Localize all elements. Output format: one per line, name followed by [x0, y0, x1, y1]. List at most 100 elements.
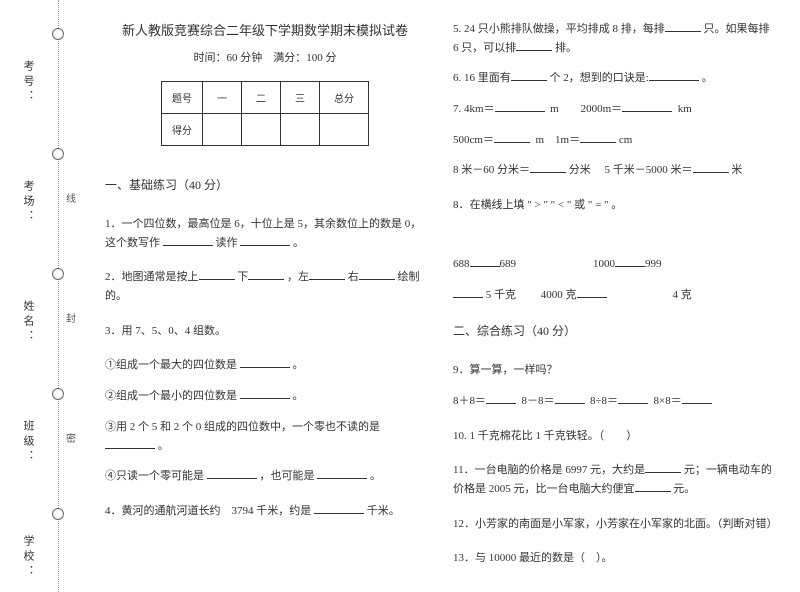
- expr: 8－8＝: [522, 395, 555, 407]
- q1-text-b: 读作: [216, 237, 238, 249]
- binding-dotted-line: [58, 0, 59, 592]
- binding-circle: [52, 388, 64, 400]
- binding-circle: [52, 268, 64, 280]
- q3-4-text-b: ，也可能是: [260, 470, 315, 482]
- fill-blank[interactable]: [635, 480, 671, 492]
- fill-blank[interactable]: [495, 100, 545, 112]
- fill-blank[interactable]: [199, 268, 235, 280]
- fill-blank[interactable]: [105, 437, 155, 449]
- question-9-expr: 8＋8＝ 8－8＝ 8÷8＝ 8×8＝: [453, 392, 775, 411]
- column-right: 5. 24 只小熊排队做操，平均排成 8 排，每排 只。如果每排 6 只，可以排…: [435, 0, 785, 592]
- q2-text-c: ，左: [287, 271, 309, 283]
- fill-blank[interactable]: [622, 100, 672, 112]
- score-header-label: 题号: [162, 82, 203, 114]
- binding-margin: 考号： 考场： 姓名： 班级： 学校： 线 封 密: [0, 0, 80, 592]
- fill-blank[interactable]: [577, 286, 607, 298]
- fill-blank[interactable]: [693, 161, 729, 173]
- expr: 8＋8＝: [453, 395, 486, 407]
- question-7-line2: 500cm＝ m 1m＝ cm: [453, 131, 775, 150]
- fill-blank[interactable]: [665, 20, 701, 32]
- section-heading-1: 一、基础练习（40 分）: [105, 176, 425, 193]
- cmp-val: 999: [645, 258, 662, 270]
- binding-circle: [52, 28, 64, 40]
- binding-char-xian: 线: [66, 190, 76, 205]
- fill-blank[interactable]: [240, 387, 290, 399]
- question-3-3: ③用 2 个 5 和 2 个 0 组成的四位数中，一个零也不读的是 。: [105, 418, 425, 455]
- expr: 8×8＝: [654, 395, 682, 407]
- fill-blank[interactable]: [555, 392, 585, 404]
- question-2: 2．地图通常是按上 下 ，左 右 绘制的。: [105, 268, 425, 305]
- fill-blank[interactable]: [511, 69, 547, 81]
- score-cell: [281, 114, 320, 146]
- q5-text-c: 排。: [555, 42, 577, 54]
- table-row: 题号 一 二 三 总分: [162, 82, 369, 114]
- fill-blank[interactable]: [317, 467, 367, 479]
- question-11: 11．一台电脑的价格是 6997 元，大约是 元；一辆电动车的价格是 2005 …: [453, 461, 775, 498]
- cmp-val: 1000: [593, 258, 615, 270]
- fill-blank[interactable]: [359, 268, 395, 280]
- binding-label-room: 考场：: [20, 180, 36, 225]
- fill-blank[interactable]: [494, 131, 530, 143]
- page-content: 新人教版竞赛综合二年级下学期数学期末模拟试卷 时间：60 分钟 满分：100 分…: [95, 0, 795, 592]
- fill-blank[interactable]: [207, 467, 257, 479]
- fill-blank[interactable]: [530, 161, 566, 173]
- question-9: 9．算一算，一样吗？: [453, 361, 775, 380]
- q11-text-a: 11．一台电脑的价格是 6997 元，大约是: [453, 464, 645, 476]
- fill-blank[interactable]: [314, 502, 364, 514]
- fill-blank[interactable]: [516, 39, 552, 51]
- q7-text-e: 500cm＝: [453, 134, 494, 146]
- period: 。: [293, 237, 304, 249]
- score-value-label: 得分: [162, 114, 203, 146]
- fill-blank[interactable]: [486, 392, 516, 404]
- fill-blank[interactable]: [580, 131, 616, 143]
- q2-text-a: 2．地图通常是按上: [105, 271, 199, 283]
- compare-row-2: 5 千克 4000 克 4 克: [453, 286, 775, 305]
- q3-1-text: ①组成一个最大的四位数是: [105, 359, 237, 371]
- question-3: 3．用 7、5、0、4 组数。: [105, 322, 425, 341]
- fill-blank[interactable]: [649, 69, 699, 81]
- exam-subtitle: 时间：60 分钟 满分：100 分: [105, 49, 425, 65]
- q7-text-h: 8 米－60 分米＝: [453, 164, 530, 176]
- fill-blank[interactable]: [645, 461, 681, 473]
- fill-blank[interactable]: [248, 268, 284, 280]
- question-10: 10. 1 千克棉花比 1 千克铁轻。（ ）: [453, 427, 775, 446]
- fill-blank[interactable]: [470, 255, 500, 267]
- q7-text-f: m 1m＝: [535, 134, 580, 146]
- fill-blank[interactable]: [309, 268, 345, 280]
- q7-text-i: 分米: [569, 164, 591, 176]
- period: 。: [158, 440, 169, 452]
- fill-blank[interactable]: [615, 255, 645, 267]
- cmp-val: 5 千克: [486, 289, 516, 301]
- fill-blank[interactable]: [618, 392, 648, 404]
- fill-blank[interactable]: [240, 356, 290, 368]
- q3-3-text: ③用 2 个 5 和 2 个 0 组成的四位数中，一个零也不读的是: [105, 421, 380, 433]
- expr: 8÷8＝: [590, 395, 618, 407]
- q7-text-d: km: [678, 103, 692, 115]
- fill-blank[interactable]: [453, 286, 483, 298]
- question-5: 5. 24 只小熊排队做操，平均排成 8 排，每排 只。如果每排 6 只，可以排…: [453, 20, 775, 57]
- q6-text-a: 6. 16 里面有: [453, 72, 511, 84]
- question-3-4: ④只读一个零可能是 ，也可能是 。: [105, 467, 425, 486]
- q7-text-j: 5 千米－5000 米＝: [605, 164, 693, 176]
- table-row: 得分: [162, 114, 369, 146]
- q6-text-b: 个 2，想到的口诀是:: [550, 72, 649, 84]
- score-cell: [320, 114, 369, 146]
- q7-text-c: 2000m＝: [581, 103, 623, 115]
- fill-blank[interactable]: [240, 234, 290, 246]
- period: 。: [293, 390, 304, 402]
- section-heading-2: 二、综合练习（40 分）: [453, 322, 775, 339]
- fill-blank[interactable]: [682, 392, 712, 404]
- question-12: 12．小芳家的南面是小军家，小芳家在小军家的北面。（判断对错）: [453, 515, 775, 534]
- q5-text-a: 5. 24 只小熊排队做操，平均排成 8 排，每排: [453, 23, 665, 35]
- cmp-val: 688: [453, 258, 470, 270]
- q4-text-a: 4．黄河的通航河道长约 3794 千米，约是: [105, 505, 311, 517]
- exam-title: 新人教版竞赛综合二年级下学期数学期末模拟试卷: [105, 20, 425, 39]
- q2-text-b: 下: [237, 271, 248, 283]
- q3-2-text: ②组成一个最小的四位数是: [105, 390, 237, 402]
- score-header-col: 一: [203, 82, 242, 114]
- question-1: 1．一个四位数，最高位是 6，十位上是 5，其余数位上的数是 0，这个数写作 读…: [105, 215, 425, 252]
- binding-circle: [52, 148, 64, 160]
- q4-text-b: 千米。: [367, 505, 400, 517]
- score-header-total: 总分: [320, 82, 369, 114]
- fill-blank[interactable]: [163, 234, 213, 246]
